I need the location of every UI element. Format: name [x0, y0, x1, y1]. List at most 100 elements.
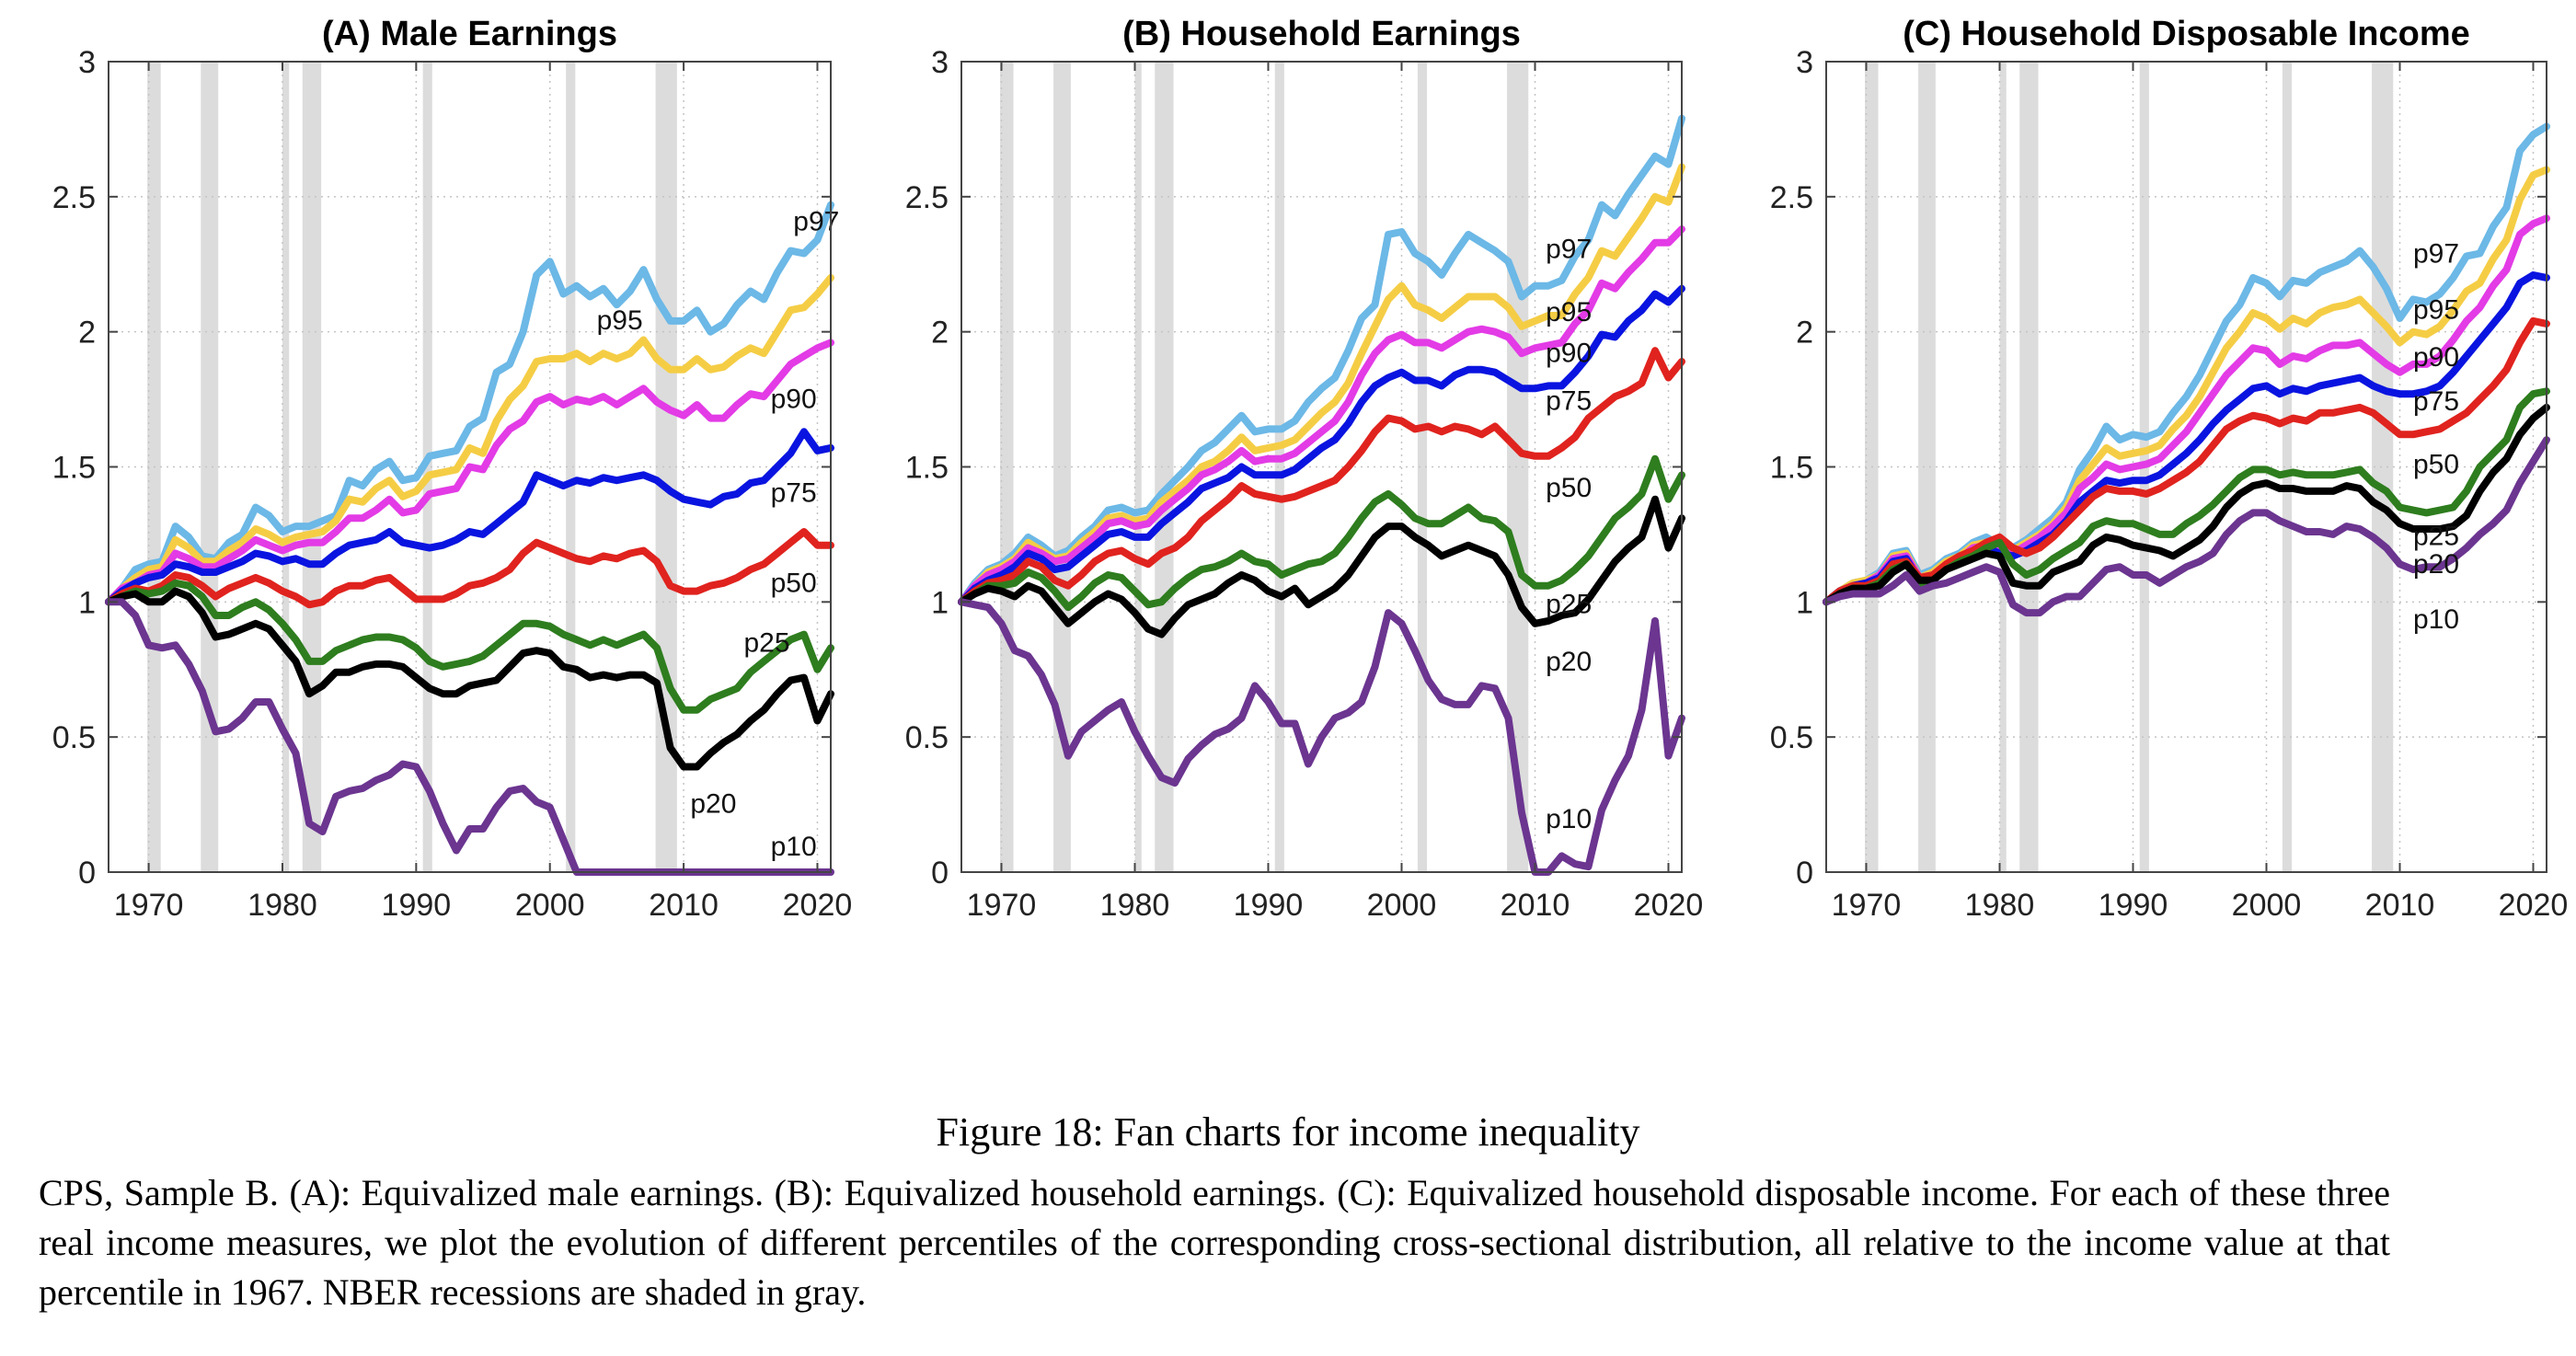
chart-title: (C) Household Disposable Income	[1903, 15, 2470, 53]
x-tick-label: 2020	[1634, 888, 1704, 923]
series-line-p25	[958, 454, 1685, 612]
series-line-p20	[958, 495, 1685, 638]
recession-band	[1999, 62, 2007, 872]
series-label-p75: p75	[2413, 386, 2459, 417]
x-tick-label: 1970	[114, 888, 184, 923]
x-tick-label: 2000	[515, 888, 585, 923]
series-line-p25	[105, 579, 834, 714]
y-tick-label: 1.5	[1770, 451, 1813, 486]
x-tick-label: 1990	[1234, 888, 1304, 923]
x-tick-label: 2000	[2232, 888, 2302, 923]
series-label-p50: p50	[2413, 449, 2459, 479]
x-tick-label: 2000	[1367, 888, 1437, 923]
y-tick-label: 0.5	[52, 720, 96, 755]
series-label-p25: p25	[744, 628, 790, 659]
series-label-p97: p97	[2413, 238, 2459, 269]
recession-band	[566, 62, 576, 872]
y-tick-label: 2.5	[905, 180, 949, 215]
recession-band	[1155, 62, 1174, 872]
recession-band	[302, 62, 322, 872]
y-tick-label: 0	[78, 856, 96, 891]
series-line-p10	[1823, 436, 2550, 617]
series-line-p75	[958, 284, 1685, 606]
x-tick-label: 1970	[1832, 888, 1902, 923]
figure-caption-title: Figure 18: Fan charts for income inequal…	[936, 1109, 1640, 1155]
y-tick-label: 3	[931, 45, 949, 80]
series-line-p95	[958, 163, 1685, 606]
y-tick-label: 1.5	[905, 451, 949, 486]
x-tick-label: 2020	[2499, 888, 2569, 923]
series-label-p25: p25	[2413, 521, 2459, 551]
y-tick-label: 2.5	[1770, 180, 1813, 215]
series-line-p50	[958, 347, 1685, 606]
y-tick-label: 0.5	[905, 720, 949, 755]
x-tick-label: 1990	[382, 888, 452, 923]
x-tick-label: 1980	[1965, 888, 2035, 923]
x-tick-label: 1980	[1100, 888, 1170, 923]
chart-panel-2: p97 p95 p90 p75 p50 p25 p20 p10 0 0.5 1 1.5 2 2.5 3 197…	[905, 15, 1704, 923]
y-tick-label: 2	[1796, 316, 1813, 350]
y-tick-label: 1	[931, 585, 949, 620]
series-label-p90: p90	[1546, 338, 1592, 368]
series-line-p75	[105, 428, 834, 606]
recession-band	[2372, 62, 2394, 872]
series-line-p97	[958, 114, 1685, 606]
chart-title: (A) Male Earnings	[322, 15, 617, 53]
series-line-p50	[1823, 316, 2550, 606]
recession-band	[422, 62, 432, 872]
x-tick-label: 1970	[967, 888, 1037, 923]
series-line-p20	[1823, 403, 2550, 606]
series-label-p95: p95	[597, 305, 643, 336]
recession-band	[1134, 62, 1142, 872]
y-tick-label: 3	[1796, 45, 1813, 80]
x-tick-label: 1980	[247, 888, 317, 923]
x-tick-label: 2010	[2365, 888, 2435, 923]
series-line-p10	[958, 598, 1685, 876]
series-label-p10: p10	[771, 832, 817, 862]
y-tick-label: 0	[1796, 856, 1813, 891]
recession-band	[1274, 62, 1284, 872]
series-label-p50: p50	[771, 568, 817, 598]
y-tick-label: 1.5	[52, 451, 96, 486]
series-line-p97	[105, 201, 834, 606]
y-tick-label: 1	[1796, 585, 1813, 620]
recession-band	[201, 62, 219, 872]
y-tick-label: 3	[78, 45, 96, 80]
series-line-p50	[105, 528, 834, 609]
series-line-p90	[105, 339, 834, 606]
series-label-p97: p97	[793, 207, 839, 237]
series-label-p50: p50	[1546, 473, 1592, 503]
series-label-p10: p10	[1546, 804, 1592, 834]
figure-caption-body: CPS, Sample B. (A): Equivalized male ear…	[39, 1172, 2390, 1313]
recession-band	[1053, 62, 1071, 872]
recession-band	[1417, 62, 1428, 872]
chart-panel-1: p97 p95 p90 p75 p50 p25 p20 p10 0 0.5 1 1.5 2 2.5 3 197…	[52, 15, 853, 923]
recession-band	[2282, 62, 2293, 872]
series-label-p97: p97	[1546, 235, 1592, 265]
series-label-p10: p10	[2413, 604, 2459, 635]
series-label-p25: p25	[1546, 590, 1592, 620]
recession-band	[1918, 62, 1936, 872]
chart-title: (B) Household Earnings	[1122, 15, 1521, 53]
series-label-p95: p95	[2413, 295, 2459, 326]
series-label-p20: p20	[2413, 549, 2459, 580]
series-line-p20	[105, 587, 834, 771]
series-label-p90: p90	[2413, 342, 2459, 373]
y-tick-label: 2	[78, 316, 96, 350]
y-tick-label: 2.5	[52, 180, 96, 215]
y-tick-label: 0	[931, 856, 949, 891]
series-label-p75: p75	[1546, 385, 1592, 416]
recession-band	[2019, 62, 2039, 872]
y-tick-label: 2	[931, 316, 949, 350]
series-label-p75: p75	[771, 478, 817, 509]
series-line-p90	[958, 225, 1685, 606]
series-label-p95: p95	[1546, 297, 1592, 328]
series-label-p20: p20	[690, 788, 736, 819]
y-tick-label: 1	[78, 585, 96, 620]
x-tick-label: 2010	[1501, 888, 1570, 923]
x-tick-label: 2010	[649, 888, 719, 923]
x-tick-label: 1990	[2099, 888, 2168, 923]
